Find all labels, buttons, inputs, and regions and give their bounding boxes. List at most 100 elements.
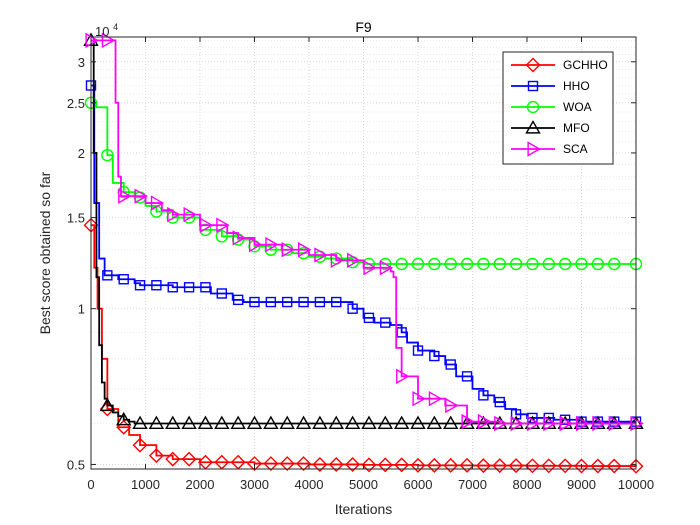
diamond-marker: [328, 456, 344, 472]
triangle-right-marker: [248, 236, 263, 253]
series-line-woa: [91, 101, 636, 265]
circle-marker: [542, 257, 555, 271]
triangle-right-marker: [134, 188, 148, 204]
x-tick-label: 3000: [240, 477, 269, 492]
square-marker: [396, 327, 407, 338]
triangle-up-marker: [181, 415, 197, 430]
x-tick-label: 7000: [458, 477, 487, 492]
square-marker: [510, 409, 522, 420]
triangle-up-marker: [279, 415, 295, 430]
triangle-right-marker: [575, 415, 590, 432]
triangle-right-marker: [477, 413, 492, 430]
triangle-right-marker: [428, 390, 443, 407]
y-tick-label: 2.5: [67, 96, 85, 111]
diamond-marker: [165, 451, 181, 467]
triangle-right-marker: [379, 260, 394, 276]
diamond-marker: [296, 456, 312, 472]
y-tick-label: 1.5: [67, 211, 85, 226]
diamond-marker: [263, 456, 279, 472]
x-tick-label: 1000: [131, 477, 160, 492]
circle-marker: [526, 100, 540, 114]
triangle-up-marker: [393, 415, 410, 430]
x-tick-label: 5000: [349, 477, 378, 492]
legend-label: MFO: [563, 121, 590, 135]
circle-marker: [608, 257, 621, 271]
triangle-right-marker: [559, 415, 574, 432]
triangle-right-marker: [543, 415, 557, 432]
diamond-marker: [148, 448, 164, 464]
triangle-right-marker: [281, 242, 296, 258]
diamond-marker: [181, 451, 197, 467]
x-tick-label: 6000: [404, 477, 433, 492]
triangle-up-marker: [426, 415, 443, 430]
diamond-marker: [475, 458, 491, 474]
square-marker: [216, 288, 228, 299]
diamond-marker: [394, 457, 410, 473]
triangle-up-marker: [165, 415, 181, 430]
triangle-up-marker: [230, 415, 246, 430]
x-tick-label: 10000: [618, 477, 654, 492]
square-marker: [494, 396, 505, 408]
y-axis-label: Best score obtained so far: [37, 171, 53, 334]
triangle-right-marker: [118, 188, 132, 204]
diamond-marker: [590, 458, 606, 474]
triangle-right-marker: [526, 415, 541, 432]
ticks: 0 1000 2000 3000 4000 5000 6000 7000 8000 9000 100…: [67, 37, 654, 492]
diamond-marker: [410, 457, 426, 473]
triangle-right-marker: [199, 217, 214, 233]
circle-marker: [215, 230, 229, 243]
diamond-marker: [443, 457, 459, 473]
triangle-up-marker: [197, 415, 214, 430]
triangle-right-marker: [265, 236, 279, 253]
triangle-right-marker: [347, 252, 361, 269]
square-marker: [167, 282, 178, 293]
x-tick-label: 0: [87, 477, 94, 492]
circle-marker: [509, 257, 523, 271]
triangle-up-marker: [442, 415, 459, 430]
triangle-up-marker: [263, 415, 279, 430]
series-line-hho: [91, 84, 636, 423]
triangle-right-marker: [630, 415, 644, 432]
legend-item-sca: SCA: [511, 141, 588, 157]
square-marker: [429, 350, 440, 362]
legend-item-mfo: MFO: [511, 120, 590, 135]
triangle-up-marker: [312, 415, 328, 430]
square-marker: [445, 359, 456, 370]
square-marker: [298, 296, 309, 308]
triangle-up-marker: [377, 415, 394, 430]
square-marker: [232, 294, 244, 306]
diamond-marker: [574, 458, 589, 474]
triangle-right-marker: [592, 415, 606, 432]
x-tick-label: 2000: [186, 477, 215, 492]
circle-marker: [428, 257, 441, 271]
legend-label: GCHHO: [563, 58, 608, 72]
y-axis-exponent-base: 10: [95, 24, 109, 39]
chart-title: F9: [355, 19, 372, 35]
triangle-up-marker: [410, 415, 426, 430]
diamond-marker: [247, 456, 262, 472]
series-layer: [83, 32, 644, 474]
circle-marker: [101, 148, 114, 162]
triangle-right-marker: [183, 206, 198, 223]
y-tick-label: 2: [78, 146, 85, 161]
diamond-marker: [377, 457, 393, 473]
x-tick-label: 8000: [513, 477, 542, 492]
triangle-up-marker: [295, 415, 312, 430]
x-tick-label: 9000: [567, 477, 596, 492]
triangle-right-marker: [510, 415, 525, 432]
triangle-up-marker: [361, 415, 377, 430]
triangle-right-marker: [167, 206, 181, 223]
circle-marker: [477, 257, 490, 271]
circle-marker: [591, 257, 605, 271]
triangle-up-marker: [525, 120, 541, 134]
diamond-marker: [459, 457, 475, 473]
triangle-right-marker: [150, 195, 165, 211]
square-marker: [478, 390, 489, 401]
triangle-right-marker: [527, 141, 541, 157]
square-marker: [380, 317, 391, 328]
legend-box: [502, 51, 614, 165]
legend-item-woa: WOA: [511, 100, 592, 114]
triangle-up-marker: [148, 415, 165, 430]
triangle-right-marker: [232, 230, 247, 246]
triangle-right-marker: [314, 247, 328, 263]
